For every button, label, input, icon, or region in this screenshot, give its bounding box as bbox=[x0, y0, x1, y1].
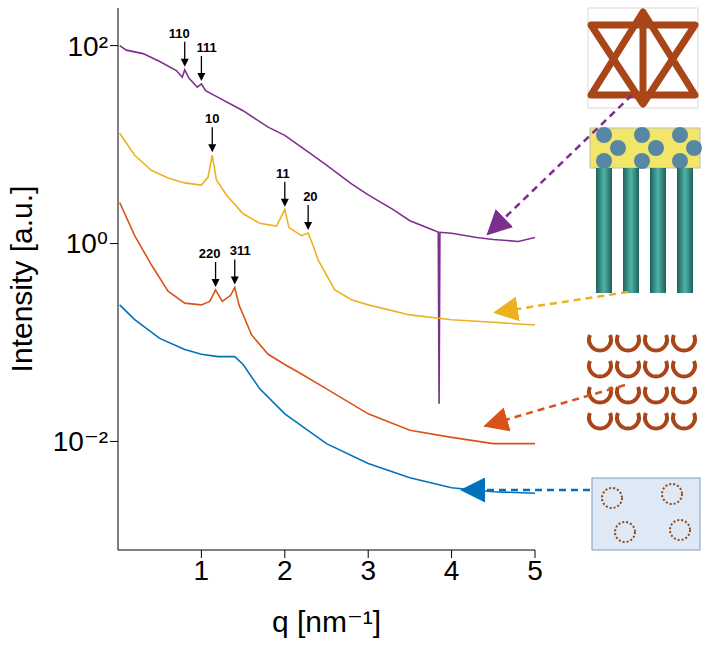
svg-text:110: 110 bbox=[169, 26, 190, 41]
svg-text:5: 5 bbox=[527, 555, 543, 586]
html-text:Intensity [a.u.]: Intensity [a.u.] bbox=[5, 185, 38, 373]
svg-text:2: 2 bbox=[277, 555, 293, 586]
svg-text:1: 1 bbox=[194, 555, 210, 586]
svg-text:10²: 10² bbox=[68, 31, 108, 62]
svg-text:4: 4 bbox=[444, 555, 460, 586]
svg-text:111: 111 bbox=[196, 40, 216, 55]
svg-text:10: 10 bbox=[205, 111, 219, 126]
svg-text:3: 3 bbox=[360, 555, 376, 586]
svg-text:220: 220 bbox=[199, 246, 221, 261]
svg-text:q [nm⁻¹]: q [nm⁻¹] bbox=[272, 605, 381, 638]
svg-text:11: 11 bbox=[276, 166, 290, 181]
svg-text:311: 311 bbox=[230, 243, 251, 258]
svg-text:10⁰: 10⁰ bbox=[66, 228, 108, 259]
svg-text:20: 20 bbox=[303, 189, 317, 204]
svg-text:10⁻²: 10⁻² bbox=[53, 426, 108, 457]
